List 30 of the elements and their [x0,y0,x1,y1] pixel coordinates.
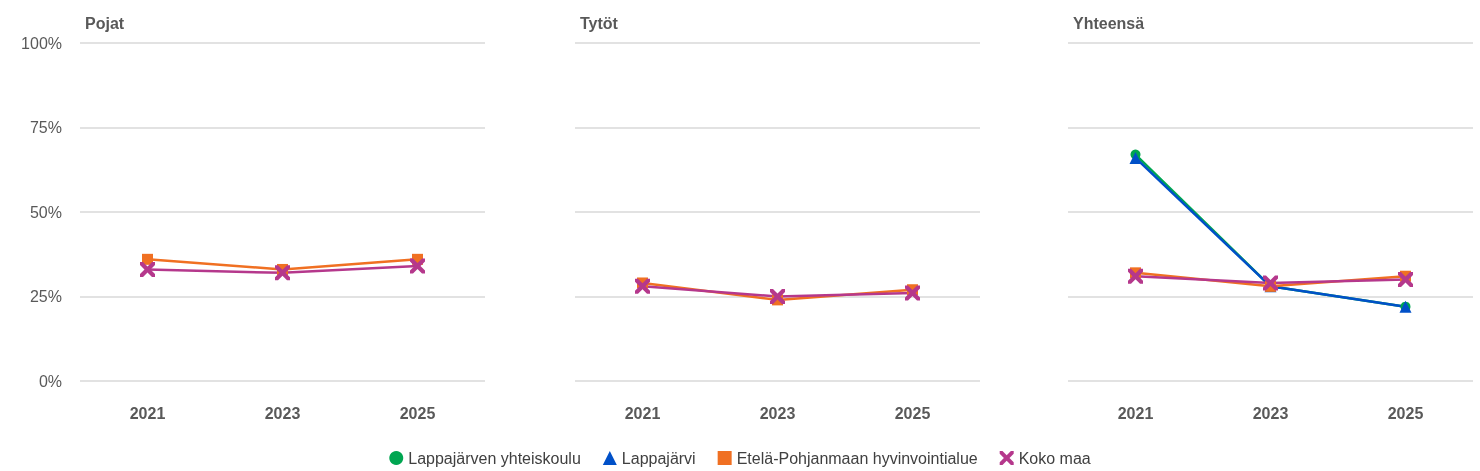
x-tick-label: 2025 [1387,404,1424,422]
point [1398,272,1413,288]
x-tick-label: 2023 [759,404,796,422]
x-tick-label: 2025 [399,404,436,422]
y-tick-label: 25% [29,288,62,305]
chart-title: Yhteensä [1073,14,1145,32]
chart-title: Pojat [85,14,125,32]
point [1263,275,1278,291]
y-tick-label: 100% [21,34,62,52]
x-tick-label: 2021 [129,404,166,422]
legend-label: Lappajärvi [621,449,696,467]
y-tick-label: 50% [29,203,62,221]
point [770,289,785,304]
x-tick-label: 2023 [1252,404,1289,422]
point [1128,268,1143,284]
legend-label: Lappajärven yhteiskoulu [408,449,581,467]
legend-label: Etelä-Pohjanmaan hyvinvointialue [736,449,978,467]
x-tick-label: 2025 [894,404,931,422]
chart-title: Tytöt [580,14,619,32]
point [410,258,425,274]
point [140,261,155,277]
x-tick-label: 2021 [1117,404,1154,422]
legend-label: Koko maa [1018,449,1091,467]
x-tick-label: 2021 [624,404,661,422]
point [275,265,290,281]
point [635,278,650,294]
x-tick-label: 2023 [264,404,301,422]
point [905,285,920,301]
y-tick-label: 75% [29,119,62,136]
y-tick-label: 0% [38,372,62,390]
